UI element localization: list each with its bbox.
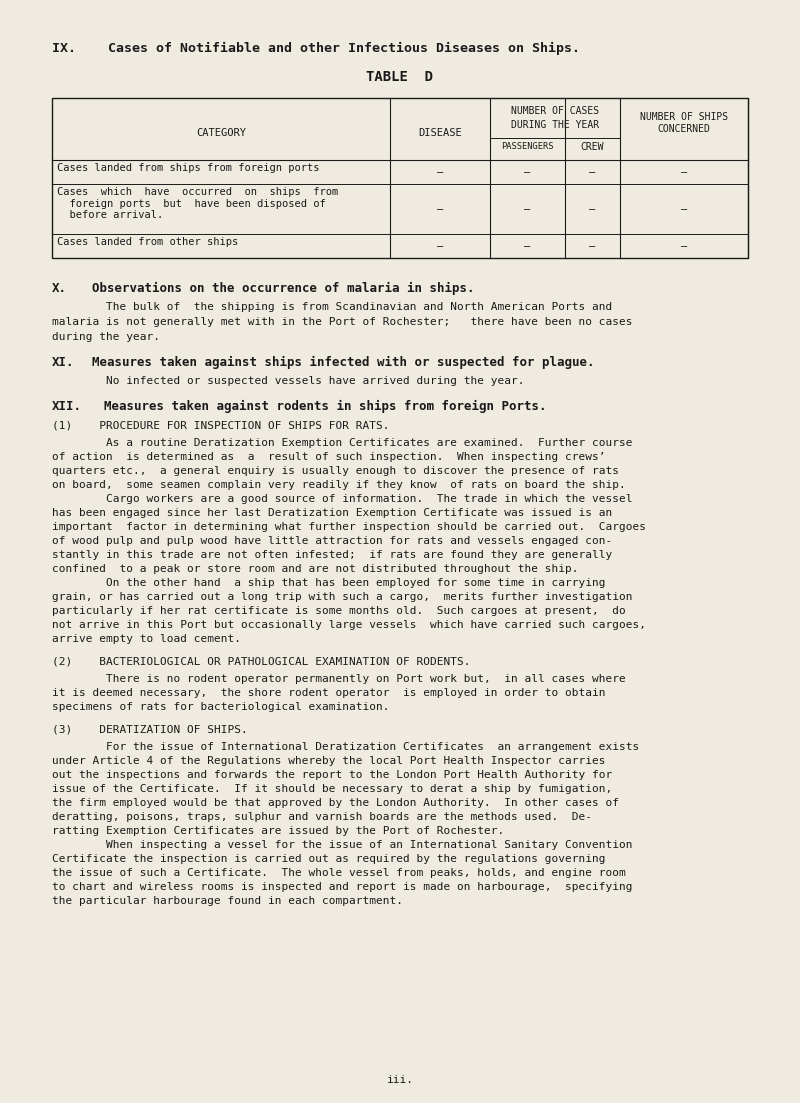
- Text: The bulk of  the shipping is from Scandinavian and North American Ports and: The bulk of the shipping is from Scandin…: [52, 302, 612, 312]
- Text: (1)    PROCEDURE FOR INSPECTION OF SHIPS FOR RATS.: (1) PROCEDURE FOR INSPECTION OF SHIPS FO…: [52, 420, 390, 430]
- Text: X.: X.: [52, 282, 67, 295]
- Text: —: —: [437, 240, 443, 251]
- Text: arrive empty to load cement.: arrive empty to load cement.: [52, 634, 241, 644]
- Text: grain, or has carried out a long trip with such a cargo,  merits further investi: grain, or has carried out a long trip wi…: [52, 592, 633, 602]
- Text: Measures taken against ships infected with or suspected for plague.: Measures taken against ships infected wi…: [92, 356, 594, 370]
- Text: stantly in this trade are not often infested;  if rats are found they are genera: stantly in this trade are not often infe…: [52, 550, 612, 560]
- Text: NUMBER OF SHIPS
CONCERNED: NUMBER OF SHIPS CONCERNED: [640, 111, 728, 135]
- Text: XII.: XII.: [52, 400, 82, 413]
- Text: issue of the Certificate.  If it should be necessary to derat a ship by fumigati: issue of the Certificate. If it should b…: [52, 784, 612, 794]
- Text: specimens of rats for bacteriological examination.: specimens of rats for bacteriological ex…: [52, 702, 390, 713]
- Text: of wood pulp and pulp wood have little attraction for rats and vessels engaged c: of wood pulp and pulp wood have little a…: [52, 536, 612, 546]
- Text: —: —: [681, 240, 687, 251]
- Text: the firm employed would be that approved by the London Authority.  In other case: the firm employed would be that approved…: [52, 797, 619, 808]
- Text: it is deemed necessary,  the shore rodent operator  is employed in order to obta: it is deemed necessary, the shore rodent…: [52, 688, 606, 698]
- Text: As a routine Deratization Exemption Certificates are examined.  Further course: As a routine Deratization Exemption Cert…: [52, 438, 633, 448]
- Text: has been engaged since her last Deratization Exemption Certificate was issued is: has been engaged since her last Deratiza…: [52, 508, 612, 518]
- Text: —: —: [437, 167, 443, 176]
- Text: —: —: [589, 240, 595, 251]
- Text: When inspecting a vessel for the issue of an International Sanitary Convention: When inspecting a vessel for the issue o…: [52, 840, 633, 850]
- Text: —: —: [437, 204, 443, 214]
- Text: On the other hand  a ship that has been employed for some time in carrying: On the other hand a ship that has been e…: [52, 578, 606, 588]
- Text: XI.: XI.: [52, 356, 74, 370]
- Text: —: —: [524, 240, 530, 251]
- Text: particularly if her rat certificate is some months old.  Such cargoes at present: particularly if her rat certificate is s…: [52, 606, 626, 615]
- Text: confined  to a peak or store room and are not distributed throughout the ship.: confined to a peak or store room and are…: [52, 564, 578, 574]
- Text: under Article 4 of the Regulations whereby the local Port Health Inspector carri: under Article 4 of the Regulations where…: [52, 756, 606, 765]
- Text: the particular harbourage found in each compartment.: the particular harbourage found in each …: [52, 896, 403, 906]
- Text: malaria is not generally met with in the Port of Rochester;   there have been no: malaria is not generally met with in the…: [52, 317, 633, 326]
- Bar: [52, 98, 748, 258]
- Text: during the year.: during the year.: [52, 332, 160, 342]
- Text: Cases landed from ships from foreign ports: Cases landed from ships from foreign por…: [57, 163, 319, 173]
- Text: important  factor in determining what further inspection should be carried out. : important factor in determining what fur…: [52, 522, 646, 532]
- Text: to chart and wireless rooms is inspected and report is made on harbourage,  spec: to chart and wireless rooms is inspected…: [52, 882, 633, 892]
- Text: —: —: [681, 167, 687, 176]
- Text: For the issue of International Deratization Certificates  an arrangement exists: For the issue of International Deratizat…: [52, 742, 639, 752]
- Text: ratting Exemption Certificates are issued by the Port of Rochester.: ratting Exemption Certificates are issue…: [52, 826, 504, 836]
- Text: Cases landed from other ships: Cases landed from other ships: [57, 237, 238, 247]
- Text: (3)    DERATIZATION OF SHIPS.: (3) DERATIZATION OF SHIPS.: [52, 724, 248, 733]
- Text: —: —: [589, 204, 595, 214]
- Text: out the inspections and forwards the report to the London Port Health Authority : out the inspections and forwards the rep…: [52, 770, 612, 780]
- Text: not arrive in this Port but occasionally large vessels  which have carried such : not arrive in this Port but occasionally…: [52, 620, 646, 630]
- Text: Certificate the inspection is carried out as required by the regulations governi: Certificate the inspection is carried ou…: [52, 854, 606, 864]
- Text: quarters etc.,  a general enquiry is usually enough to discover the presence of : quarters etc., a general enquiry is usua…: [52, 465, 619, 476]
- Text: DISEASE: DISEASE: [418, 128, 462, 138]
- Text: TABLE  D: TABLE D: [366, 69, 434, 84]
- Text: Measures taken against rodents in ships from foreign Ports.: Measures taken against rodents in ships …: [104, 400, 546, 414]
- Text: There is no rodent operator permanently on Port work but,  in all cases where: There is no rodent operator permanently …: [52, 674, 626, 684]
- Text: iii.: iii.: [386, 1075, 414, 1085]
- Text: —: —: [524, 167, 530, 176]
- Text: CREW: CREW: [580, 142, 604, 152]
- Text: Cargo workers are a good source of information.  The trade in which the vessel: Cargo workers are a good source of infor…: [52, 494, 633, 504]
- Text: NUMBER OF CASES: NUMBER OF CASES: [511, 106, 599, 116]
- Text: —: —: [589, 167, 595, 176]
- Text: DURING THE YEAR: DURING THE YEAR: [511, 120, 599, 130]
- Text: of action  is determined as  a  result of such inspection.  When inspecting crew: of action is determined as a result of s…: [52, 452, 606, 462]
- Text: Cases  which  have  occurred  on  ships  from
  foreign ports  but  have been di: Cases which have occurred on ships from …: [57, 188, 338, 221]
- Text: —: —: [524, 204, 530, 214]
- Text: Observations on the occurrence of malaria in ships.: Observations on the occurrence of malari…: [92, 282, 474, 296]
- Text: CATEGORY: CATEGORY: [196, 128, 246, 138]
- Text: deratting, poisons, traps, sulphur and varnish boards are the methods used.  De­: deratting, poisons, traps, sulphur and v…: [52, 812, 592, 822]
- Text: the issue of such a Certificate.  The whole vessel from peaks, holds, and engine: the issue of such a Certificate. The who…: [52, 868, 626, 878]
- Text: IX.    Cases of Notifiable and other Infectious Diseases on Ships.: IX. Cases of Notifiable and other Infect…: [52, 42, 580, 55]
- Text: (2)    BACTERIOLOGICAL OR PATHOLOGICAL EXAMINATION OF RODENTS.: (2) BACTERIOLOGICAL OR PATHOLOGICAL EXAM…: [52, 656, 470, 666]
- Text: on board,  some seamen complain very readily if they know  of rats on board the : on board, some seamen complain very read…: [52, 480, 626, 490]
- Text: No infected or suspected vessels have arrived during the year.: No infected or suspected vessels have ar…: [52, 376, 525, 386]
- Text: —: —: [681, 204, 687, 214]
- Text: PASSENGERS: PASSENGERS: [501, 142, 554, 151]
